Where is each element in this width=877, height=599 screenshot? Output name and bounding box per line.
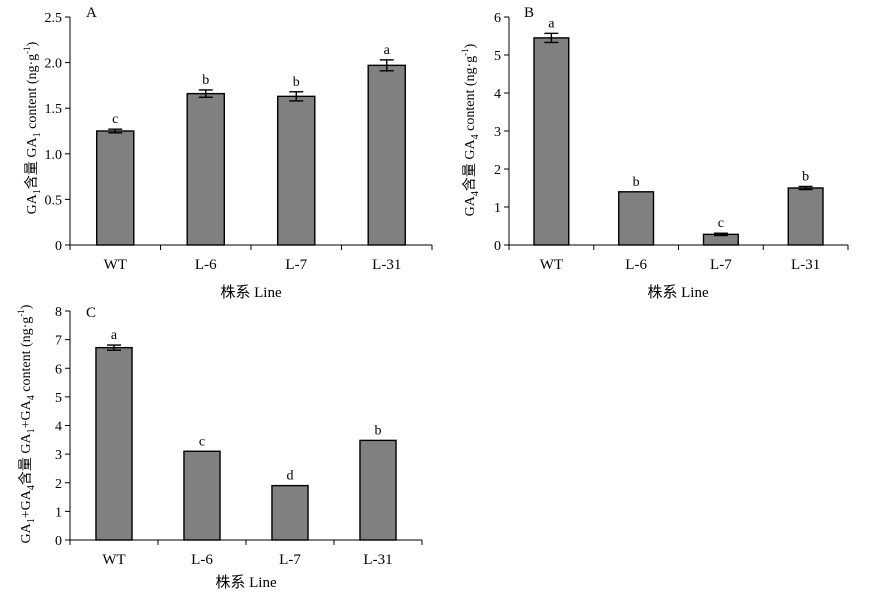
panel-c-significance-label: d — [287, 469, 294, 484]
panel-b-bar-l-6 — [618, 191, 655, 246]
panel-c-ylabel: GA1+GA4含量 GA1+GA4 content (ng·g-1) — [16, 304, 37, 543]
panel-b-plot: 0 1 2 3 4 5 6 a WT b L-6 c L-7 b L-31 — [494, 11, 849, 273]
panel-b-significance-label: b — [633, 175, 640, 190]
panel-a-category-label: L-7 — [285, 257, 307, 273]
panel-c-category-label: L-6 — [191, 552, 213, 568]
panel-a-y-tick-label: 1.0 — [45, 148, 63, 163]
panel-b-significance-label: b — [802, 169, 809, 184]
panel-a-category-label: L-31 — [372, 257, 401, 273]
panel-c-category-label: WT — [102, 552, 125, 568]
panel-c-y-tick-label: 3 — [55, 448, 62, 463]
panel-b-bar-l-31 — [787, 187, 824, 246]
panel-a: A 株系 Line GA1含量 GA1 content (ng·g-1) 0 0.… — [22, 5, 433, 301]
panel-c: C 株系 Line GA1+GA4含量 GA1+GA4 content (ng·… — [16, 304, 423, 591]
panel-b-y-tick-label: 5 — [494, 49, 501, 64]
panel-a-significance-label: b — [293, 75, 300, 90]
panel-b-y-tick-label: 4 — [494, 87, 501, 102]
panel-b-y-tick-label: 3 — [494, 125, 501, 140]
panel-b-ylabel: GA4含量 GA4 content (ng·g-1) — [460, 43, 481, 216]
panel-b: B 株系 Line GA4含量 GA4 content (ng·g-1) 0 1 2… — [460, 5, 849, 301]
panel-c-letter: C — [86, 305, 96, 321]
panel-c-y-tick-label: 1 — [55, 505, 62, 520]
panel-b-category-label: L-6 — [625, 257, 647, 273]
panel-a-category-label: L-6 — [195, 257, 217, 273]
panel-b-bar-wt — [533, 37, 570, 246]
panel-c-significance-label: c — [199, 434, 205, 449]
panel-c-plot: 0 1 2 3 4 5 6 7 8 a WT c L-6 d L-7 b L-31 — [55, 305, 423, 568]
panel-c-y-tick-label: 4 — [55, 420, 62, 435]
panel-b-category-label: L-31 — [791, 257, 820, 273]
panel-a-significance-label: a — [384, 43, 391, 58]
panel-c-significance-label: b — [375, 423, 382, 438]
panel-a-significance-label: c — [112, 112, 118, 127]
panel-a-bar-l-6 — [186, 92, 226, 246]
panel-b-xlabel: 株系 Line — [647, 284, 709, 301]
panel-a-ylabel: GA1含量 GA1 content (ng·g-1) — [22, 41, 43, 214]
panel-b-letter: B — [524, 5, 534, 21]
panel-a-category-label: WT — [104, 257, 127, 273]
panel-a-bar-l-31 — [367, 64, 407, 246]
panel-b-y-tick-label: 0 — [494, 239, 501, 254]
panel-b-y-tick-label: 6 — [494, 11, 501, 26]
panel-a-y-tick-label: 0 — [55, 239, 62, 254]
panel-a-plot: 0 0.5 1.0 1.5 2.0 2.5 c WT b L-6 b L-7 a L-31 — [45, 11, 433, 273]
panel-c-y-tick-label: 5 — [55, 391, 62, 406]
panel-c-category-label: L-31 — [363, 552, 392, 568]
panel-b-category-label: L-7 — [710, 257, 732, 273]
panel-b-category-label: WT — [540, 257, 563, 273]
panel-a-xlabel: 株系 Line — [220, 284, 282, 301]
panel-c-significance-label: a — [111, 328, 118, 343]
panel-a-y-tick-label: 2.5 — [45, 11, 63, 26]
panel-a-bar-wt — [95, 130, 135, 246]
panel-c-xlabel: 株系 Line — [215, 574, 277, 591]
panel-a-y-tick-label: 1.5 — [45, 102, 63, 117]
panel-c-y-tick-label: 2 — [55, 477, 62, 492]
panel-c-bar-l-7 — [271, 484, 309, 541]
panel-b-y-tick-label: 1 — [494, 201, 501, 216]
panel-b-significance-label: c — [718, 216, 724, 231]
panel-c-y-tick-label: 0 — [55, 534, 62, 549]
panel-a-bar-l-7 — [276, 95, 316, 246]
panel-a-y-tick-label: 2.0 — [45, 57, 63, 72]
panel-b-significance-label: a — [548, 16, 555, 31]
panel-c-y-tick-label: 7 — [55, 334, 62, 349]
panel-c-y-tick-label: 8 — [55, 305, 62, 320]
panel-a-letter: A — [86, 5, 97, 21]
panel-c-category-label: L-7 — [279, 552, 301, 568]
panel-c-y-tick-label: 6 — [55, 362, 62, 377]
panel-a-significance-label: b — [202, 73, 209, 88]
panel-a-y-tick-label: 0.5 — [45, 193, 63, 208]
panel-c-bar-wt — [95, 346, 133, 541]
panel-b-y-tick-label: 2 — [494, 163, 501, 178]
panel-c-bar-l-31 — [359, 439, 397, 541]
panel-c-bar-l-6 — [183, 450, 221, 541]
